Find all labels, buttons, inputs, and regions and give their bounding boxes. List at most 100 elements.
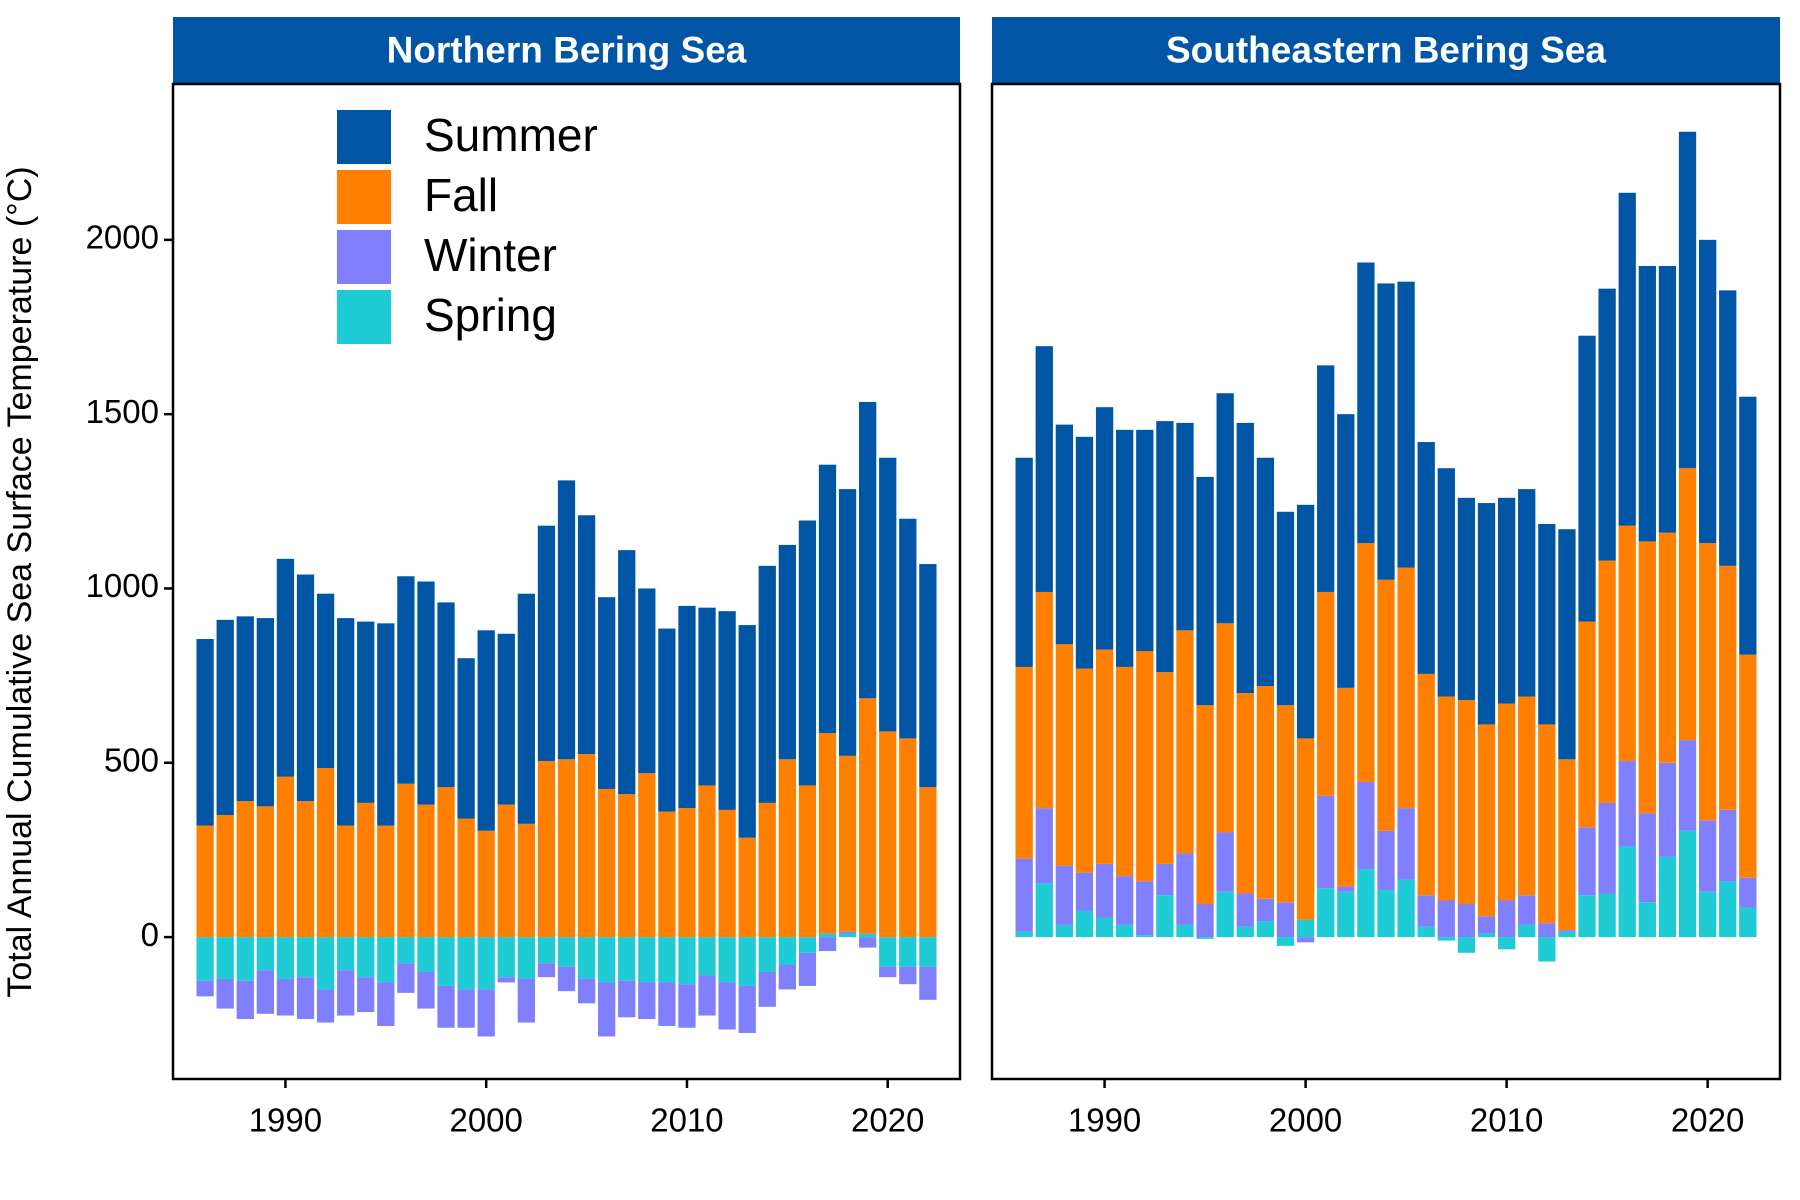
bar: [1236, 926, 1254, 938]
bar: [1216, 891, 1234, 938]
bar: [658, 982, 676, 1027]
bar: [1236, 693, 1254, 894]
bar: [196, 937, 214, 981]
bar: [859, 698, 877, 934]
bar: [1618, 846, 1636, 938]
bar: [1176, 853, 1194, 925]
bar: [1538, 923, 1556, 938]
bar: [1658, 265, 1677, 533]
bar: [256, 806, 274, 938]
bar: [1518, 924, 1536, 938]
bar: [698, 975, 716, 1016]
bar: [1739, 877, 1757, 908]
bar: [1256, 686, 1275, 899]
bar: [497, 804, 515, 938]
bar: [778, 759, 796, 938]
bar: [598, 937, 616, 983]
bar: [1196, 903, 1214, 938]
bar: [196, 980, 214, 997]
bar: [1337, 687, 1355, 887]
bar: [477, 630, 495, 831]
bar: [437, 937, 455, 986]
bar: [1136, 881, 1154, 936]
bar: [618, 794, 636, 938]
bar: [838, 755, 857, 932]
legend-swatch: [337, 110, 391, 164]
bar: [1357, 262, 1375, 544]
bar: [1598, 560, 1616, 803]
panel-border: [990, 82, 1782, 1081]
bar: [457, 658, 475, 819]
x-tick-label: 2000: [449, 1102, 522, 1139]
bar: [1658, 532, 1677, 763]
bar: [1397, 281, 1415, 568]
bar: [738, 625, 756, 838]
bar: [337, 618, 355, 826]
bar: [296, 977, 315, 1020]
bar: [537, 937, 556, 964]
legend-swatch: [337, 290, 391, 344]
x-tick-label: 2020: [1671, 1102, 1744, 1139]
bar: [1377, 283, 1395, 580]
bar: [1638, 265, 1656, 542]
bar: [758, 565, 776, 803]
bar: [1116, 876, 1134, 925]
bar: [658, 628, 676, 812]
bar: [1638, 902, 1656, 938]
bar: [256, 937, 274, 971]
bar: [1618, 761, 1636, 847]
bar: [236, 801, 254, 938]
panel-border: [171, 82, 962, 1081]
bar: [899, 966, 917, 985]
bar: [216, 619, 234, 816]
bar: [818, 933, 837, 938]
bar: [1497, 900, 1516, 938]
bar: [718, 809, 736, 938]
bar: [758, 937, 776, 972]
bar: [1256, 457, 1275, 687]
bar: [236, 980, 254, 1020]
bar: [1719, 881, 1737, 938]
bar: [316, 768, 335, 938]
bar: [718, 937, 736, 983]
bar: [818, 937, 837, 952]
bar: [216, 937, 234, 979]
bar: [477, 989, 495, 1037]
bar: [1136, 935, 1154, 938]
bar: [738, 837, 756, 938]
bar: [437, 602, 455, 788]
bar: [1417, 926, 1435, 938]
y-tick-label: 1500: [86, 393, 159, 430]
bar: [1497, 497, 1516, 704]
bar: [357, 802, 375, 938]
bar: [1296, 937, 1315, 943]
bar: [1678, 468, 1697, 741]
bar: [296, 801, 315, 938]
bar: [1477, 503, 1496, 725]
bar: [517, 937, 535, 979]
y-tick-label: 2000: [86, 219, 159, 256]
bar: [1497, 937, 1516, 950]
bar: [557, 480, 576, 760]
bar: [698, 785, 716, 938]
legend-label: Spring: [424, 289, 557, 341]
bar: [919, 937, 937, 967]
y-axis-label: Total Annual Cumulative Sea Surface Temp…: [1, 166, 39, 997]
bar: [1337, 414, 1355, 688]
x-tick-label: 1990: [1068, 1102, 1141, 1139]
bar: [236, 616, 254, 802]
facet-title: Northern Bering Sea: [387, 29, 747, 70]
bar: [1719, 565, 1737, 810]
bar: [497, 937, 515, 978]
bar: [256, 618, 274, 807]
bar: [1477, 724, 1496, 917]
bar: [1558, 931, 1576, 938]
bar: [437, 985, 455, 1028]
bar: [1116, 924, 1134, 938]
bar: [1417, 442, 1435, 674]
bar: [1276, 902, 1295, 938]
bar: [1357, 543, 1375, 782]
y-tick-label: 500: [104, 742, 159, 779]
bar: [417, 937, 435, 972]
